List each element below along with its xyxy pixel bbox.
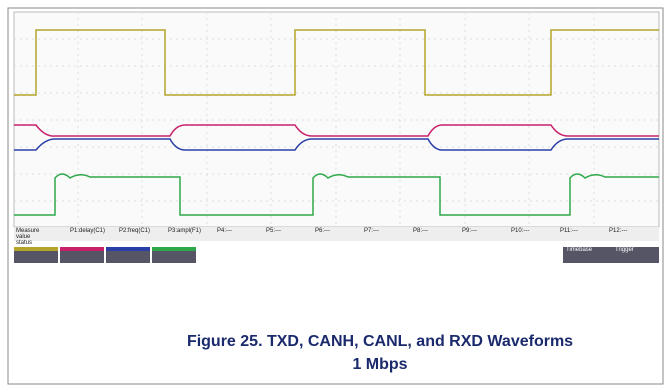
measure-param: P1:delay(C1) <box>70 228 105 234</box>
figure: Measure value status P1:delay(C1)P2:freq… <box>0 0 671 392</box>
page: Measure value status P1:delay(C1)P2:freq… <box>0 0 671 392</box>
measure-param: P5:--- <box>266 228 281 234</box>
measure-param: P8:--- <box>413 228 428 234</box>
trigger-label: Trigger <box>615 247 634 253</box>
measure-param: P11:--- <box>560 228 578 234</box>
timebase-label: Timebase <box>566 247 593 253</box>
caption-line: 1 Mbps <box>352 356 407 373</box>
measure-row: status <box>16 240 32 246</box>
measure-param: P6:--- <box>315 228 330 234</box>
measure-param: P12:--- <box>609 228 627 234</box>
measure-param: P2:freq(C1) <box>119 228 150 234</box>
measure-param: P4:--- <box>217 228 232 234</box>
measure-param: P7:--- <box>364 228 379 234</box>
measure-param: P9:--- <box>462 228 477 234</box>
measure-param: P3:ampl(F1) <box>168 228 201 234</box>
measure-param: P10:--- <box>511 228 529 234</box>
caption-line: Figure 25. TXD, CANH, CANL, and RXD Wave… <box>187 333 573 350</box>
